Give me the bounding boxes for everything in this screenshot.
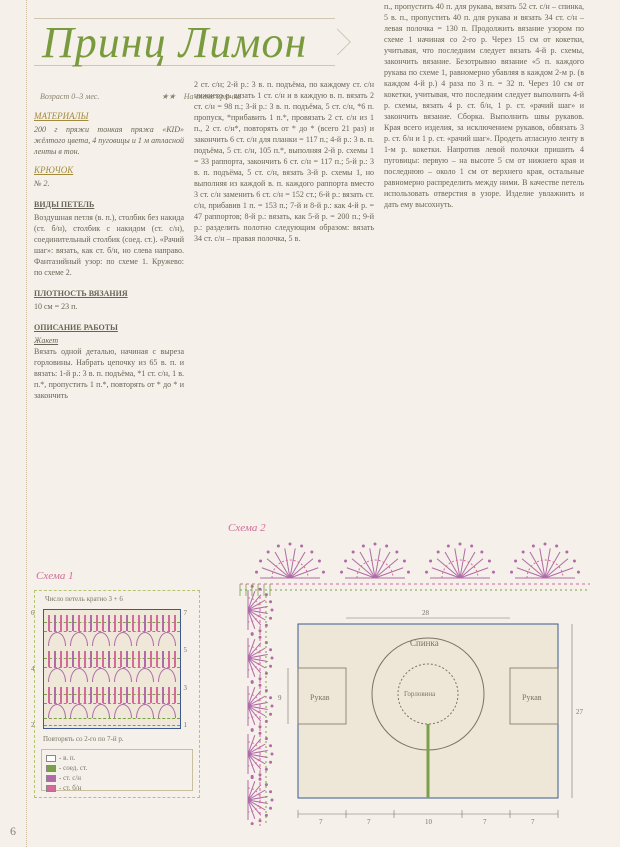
svg-text:7: 7 — [483, 818, 487, 826]
svg-text:27: 27 — [576, 708, 584, 716]
chart1-legend: - в. п.- соед. ст.- ст. с/н- ст. б/н — [41, 749, 193, 791]
work-text: Вязать одной деталью, начиная с выреза г… — [34, 346, 184, 401]
chart1-row-numbers-right: 7531 — [184, 609, 188, 729]
svg-text:Горловина: Горловина — [404, 690, 436, 698]
page-number: 6 — [10, 824, 16, 839]
margin-dotted-line — [26, 0, 27, 847]
svg-text:Спинка: Спинка — [410, 638, 439, 648]
materials-heading: МАТЕРИАЛЫ — [34, 111, 184, 122]
svg-text:9: 9 — [278, 694, 282, 702]
hook-heading: КРЮЧОК — [34, 165, 184, 176]
chart1-footer: Повторять со 2-го по 7-й р. — [43, 735, 124, 743]
svg-text:Рукав: Рукав — [522, 693, 542, 702]
svg-text:10: 10 — [425, 818, 433, 826]
svg-text:7: 7 — [319, 818, 323, 826]
stitches-text: Воздушная петля (в. п.), столбик без нак… — [34, 212, 184, 278]
page: Принц Лимон Возраст 0–3 мес. ★★ На схеме… — [0, 0, 620, 129]
work-heading: ОПИСАНИЕ РАБОТЫ — [34, 322, 184, 333]
chart2-svg: Спинка Рукав Рукав Горловина 7 7 10 7 7 28 27 9 — [200, 538, 600, 838]
svg-text:Рукав: Рукав — [310, 693, 330, 702]
chart1-caption: Число петель кратно 3 + 6 — [45, 595, 123, 603]
column-2: 2 ст. с/н; 2-й р.: 3 в. п. подъёма, по к… — [194, 79, 374, 244]
stitches-heading: ВИДЫ ПЕТЕЛЬ — [34, 199, 184, 210]
gauge-text: 10 см = 23 п. — [34, 301, 184, 312]
svg-text:7: 7 — [531, 818, 535, 826]
column-3: п., пропустить 40 п. для рукава, вязать … — [384, 1, 584, 210]
title-ribbon: Принц Лимон — [34, 18, 335, 66]
svg-text:28: 28 — [422, 609, 430, 617]
age-label: Возраст 0–3 мес. — [40, 92, 99, 101]
hook-text: № 2. — [34, 178, 184, 189]
svg-text:7: 7 — [367, 818, 371, 826]
chart1-canvas — [43, 609, 181, 729]
chart2-label: Схема 2 — [228, 522, 266, 534]
gauge-heading: ПЛОТНОСТЬ ВЯЗАНИЯ — [34, 288, 184, 299]
chart1-row-numbers-left: 642 — [31, 609, 35, 729]
chart-2: Спинка Рукав Рукав Горловина 7 7 10 7 7 28 27 9 — [200, 538, 600, 838]
page-title: Принц Лимон — [42, 19, 307, 67]
materials-text: 200 г пряжи тонкая пряжа «KID» жёлтого ц… — [34, 124, 184, 157]
difficulty-stars: ★★ — [161, 92, 175, 101]
column-1: МАТЕРИАЛЫ 200 г пряжи тонкая пряжа «KID»… — [34, 111, 184, 401]
chart-1: Число петель кратно 3 + 6 642 7531 Повто… — [34, 590, 200, 798]
work-subheading: Жакет — [34, 335, 184, 346]
chart1-label: Схема 1 — [36, 570, 74, 582]
